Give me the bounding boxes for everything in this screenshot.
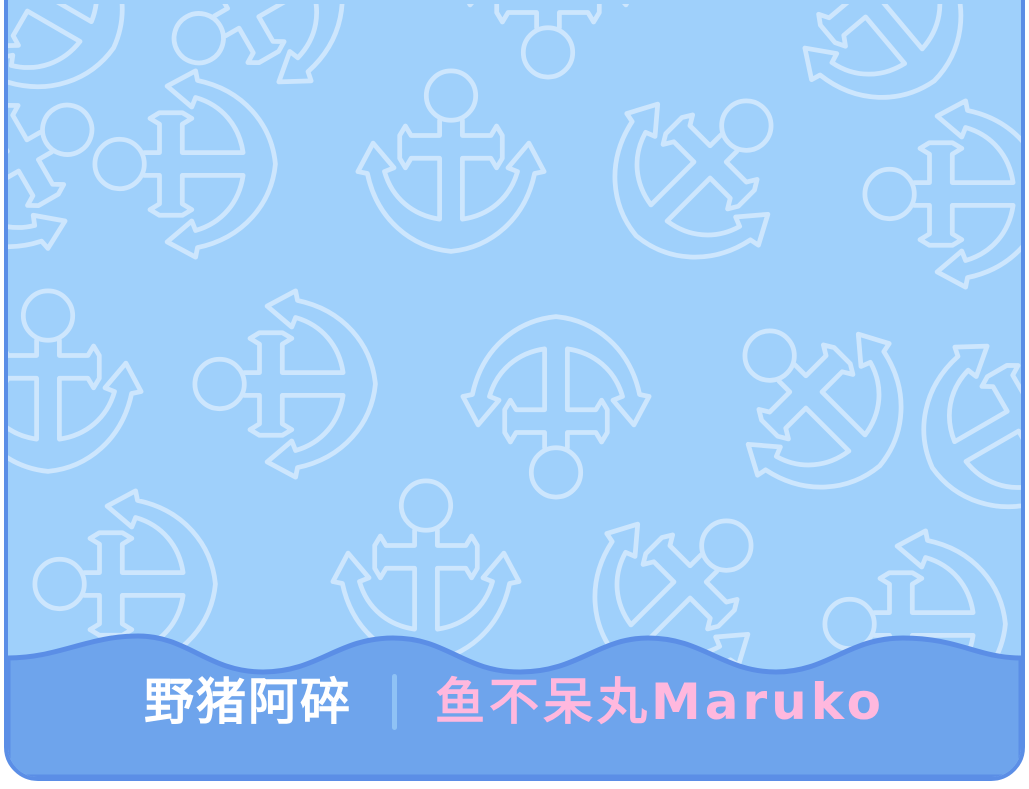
- wave-footer: [8, 633, 1021, 777]
- credits-caption: 野猪阿碎 | 鱼不呆丸Maruko: [8, 670, 1021, 734]
- author-name-right: 鱼不呆丸Maruko: [434, 673, 885, 731]
- author-name-left: 野猪阿碎: [143, 673, 352, 731]
- credits-card: 野猪阿碎 | 鱼不呆丸Maruko: [4, 0, 1025, 781]
- name-separator: |: [391, 674, 397, 730]
